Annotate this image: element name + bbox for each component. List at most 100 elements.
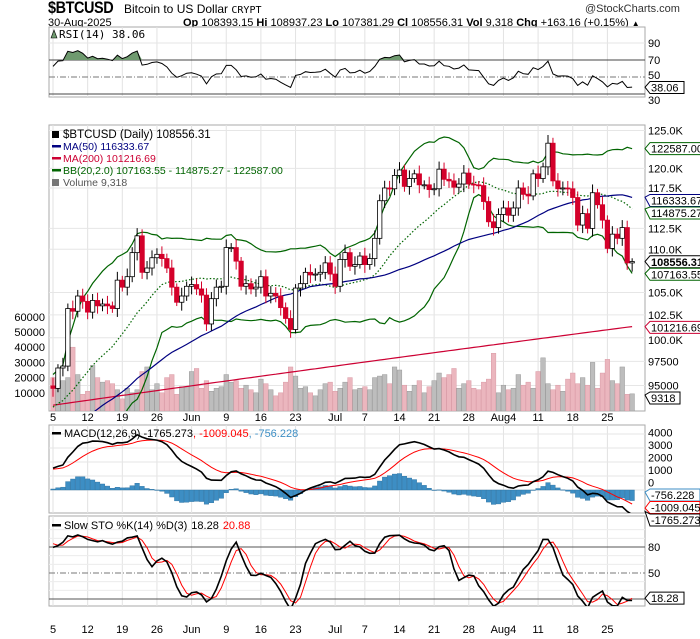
volume-bar [505,389,511,411]
macd-histogram-bar [461,489,467,495]
candlestick [169,267,175,288]
volume-bar [565,378,571,411]
tag-box [644,501,700,514]
volume-bar [367,389,373,411]
candlestick [312,273,318,276]
candlestick [129,252,135,278]
macd-histogram-bar [446,489,452,493]
volume-bar [70,346,76,411]
candlestick [560,187,566,190]
x-tick-label: Jun [183,624,201,636]
macd-histogram-bar [184,489,190,503]
macd-legend-part: , -1009.045 [193,428,249,440]
macd-histogram-bar [174,489,180,502]
candlestick [75,295,81,312]
candlestick [114,279,120,309]
macd-histogram-bar [411,479,417,491]
candlestick [223,247,229,287]
macd-histogram-bar [525,489,531,494]
macd-legend-swatch [52,432,61,435]
candlestick [545,142,551,168]
candlestick [70,308,76,312]
change-label: Chg [516,17,538,29]
macd-histogram-bar [510,489,516,501]
rsi-icon [50,29,58,39]
volume-tick-label: 30000 [14,357,45,369]
candlestick [322,262,328,273]
macd-histogram-bar [614,489,620,500]
volume-tick-label: 20000 [14,373,45,385]
high-label: Hi [256,17,268,29]
candlestick [238,260,244,287]
candlestick [565,187,571,190]
macd-histogram-bar [466,489,472,496]
candlestick [609,233,615,249]
macd-histogram-bar [139,486,145,491]
candlestick-icon [52,131,59,138]
price-tick-label: 105.0K [648,287,684,299]
macd-histogram-bar [491,489,497,505]
macd-histogram-bar [337,486,343,491]
price-tick-label: 120.0K [648,163,684,175]
price-value-tag: 101216.69 [644,320,700,334]
candlestick [441,168,447,180]
volume-legend-label: Volume 9,318 [63,177,127,189]
volume-bar [342,381,348,411]
volume-bar [288,366,294,411]
chart-date: 30-Aug-2025 [48,17,112,29]
macd-histogram-bar [421,485,427,491]
price-value-tag: 122587.00 [644,142,700,156]
macd-histogram-bar [520,489,526,495]
price-x-tick-label: Aug4 [491,412,517,424]
volume-bar [302,386,308,411]
candlestick [382,187,388,202]
volume-value-tag: 9318 [644,391,681,405]
candlestick [332,273,338,287]
macd-histogram-bar [109,488,115,491]
volume-bar [451,368,457,411]
stockcharts-credit[interactable]: @StockCharts.com [585,3,680,15]
volume-bar [198,387,205,411]
macd-histogram-bar [486,489,492,503]
candlestick [481,185,487,202]
sto-plot [49,529,645,606]
macd-histogram-bar [253,489,259,495]
volume-bar [99,381,106,411]
candlestick [585,213,591,229]
macd-histogram-bar [545,482,551,491]
candlestick [594,192,601,206]
up-arrow-icon: ▲ [631,19,640,28]
bollinger-upper-line [52,136,633,375]
tag-text: 114875.27 [651,208,700,220]
candlestick [599,204,606,221]
candlestick [485,201,492,223]
sto-tick-label: 80 [648,542,660,554]
candlestick [287,318,294,330]
candlestick [218,285,224,288]
volume-bar [491,353,497,411]
candlestick [278,295,284,309]
candlestick [198,288,205,296]
price-value-tag: 108556.31 [644,255,700,269]
tag-box [644,267,700,281]
volume-bar [555,384,561,411]
candlestick [228,247,234,249]
volume-bar [293,375,299,411]
volume-bar [144,366,150,411]
candlestick [629,261,635,264]
sto-k-line [52,534,633,606]
x-tick-label: 7 [362,624,368,636]
macd-histogram-bar [609,489,615,501]
macd-histogram-bar [263,489,269,496]
macd-histogram-bar [273,489,279,497]
volume-bar [189,371,195,411]
candlestick [436,168,442,190]
macd-histogram-bar [248,489,254,495]
macd-histogram-bar [198,489,204,502]
candlestick [505,207,512,216]
volume-bar [104,380,111,411]
bb-legend-swatch [52,169,61,172]
tag-text: 108556.31 [651,257,700,269]
rsi-tick-label: 70 [648,55,660,67]
macd-histogram-bar [144,488,150,491]
